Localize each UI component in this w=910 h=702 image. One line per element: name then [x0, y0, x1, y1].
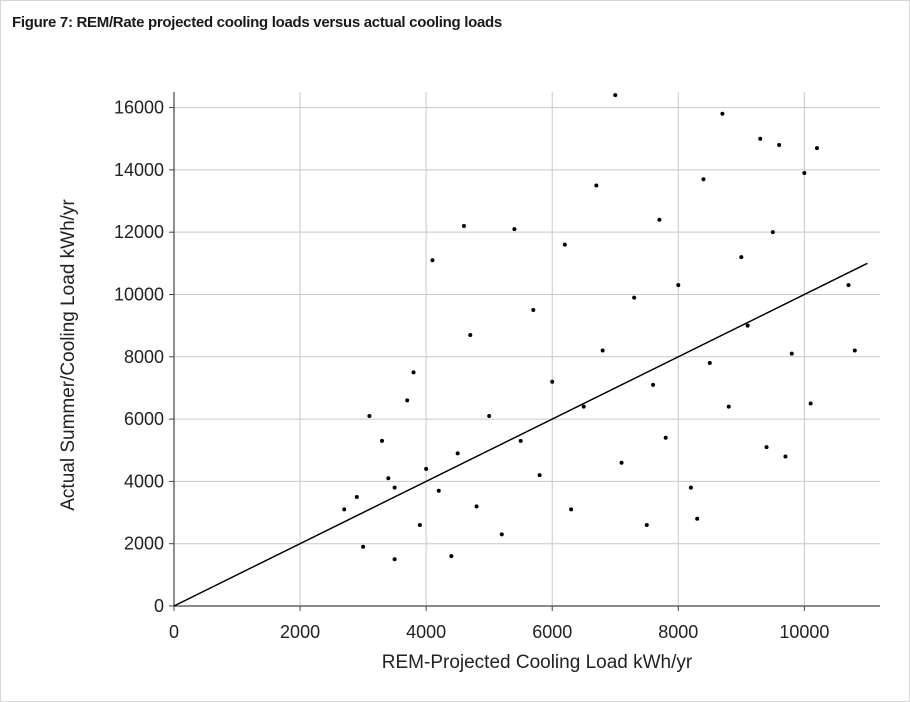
data-points [342, 93, 857, 562]
data-point [764, 445, 769, 450]
data-point [594, 183, 599, 188]
data-point [411, 370, 416, 375]
data-point [701, 177, 706, 182]
data-point [619, 460, 624, 465]
data-point [695, 516, 700, 521]
data-point [468, 332, 473, 337]
data-point [392, 485, 397, 490]
data-point [474, 504, 479, 509]
data-point [814, 146, 819, 151]
y-tick-label: 10000 [114, 284, 164, 304]
data-point [676, 283, 681, 288]
data-point [342, 507, 347, 512]
data-point [758, 136, 763, 141]
data-point [430, 258, 435, 263]
axes [169, 92, 880, 611]
data-point [651, 382, 656, 387]
x-axis-label: REM-Projected Cooling Load kWh/yr [382, 652, 693, 673]
y-tick-label: 4000 [124, 471, 164, 491]
data-point [852, 348, 857, 353]
data-point [569, 507, 574, 512]
tick-labels: 0 2000 4000 6000 8000 10000 0 2000 4000 6000 8000 1… [114, 98, 829, 642]
y-tick-label: 12000 [114, 222, 164, 242]
x-tick-label: 6000 [532, 622, 572, 642]
data-point [461, 223, 466, 228]
x-tick-label: 0 [169, 622, 179, 642]
data-point [745, 323, 750, 328]
data-point [657, 217, 662, 222]
data-point [688, 485, 693, 490]
grid [174, 92, 880, 606]
figure-title: Figure 7: REM/Rate projected cooling loa… [12, 14, 502, 31]
data-point [367, 413, 372, 418]
data-point [739, 255, 744, 260]
data-point [789, 351, 794, 356]
y-tick-label: 2000 [124, 534, 164, 554]
data-point [380, 438, 385, 443]
data-point [613, 93, 618, 98]
y-axis-label: Actual Summer/Cooling Load kWh/yr [58, 199, 79, 511]
data-point [562, 242, 567, 247]
data-point [846, 283, 851, 288]
data-point [632, 295, 637, 300]
data-point [663, 435, 668, 440]
x-tick-label: 4000 [406, 622, 446, 642]
y-tick-label: 14000 [114, 160, 164, 180]
data-point [644, 523, 649, 528]
y-tick-label: 0 [154, 596, 164, 616]
data-point [707, 361, 712, 366]
data-point [537, 473, 542, 478]
data-point [499, 532, 504, 537]
data-point [720, 111, 725, 116]
y-tick-label: 8000 [124, 347, 164, 367]
data-point [531, 308, 536, 313]
data-point [802, 170, 807, 175]
reference-line [173, 262, 868, 607]
data-point [726, 404, 731, 409]
data-point [518, 438, 523, 443]
data-point [777, 142, 782, 147]
data-point [770, 230, 775, 235]
data-point [424, 466, 429, 471]
data-point [436, 488, 441, 493]
x-tick-label: 2000 [280, 622, 320, 642]
data-point [449, 554, 454, 559]
data-point [783, 454, 788, 459]
y-tick-label: 6000 [124, 409, 164, 429]
data-point [455, 451, 460, 456]
data-point [487, 413, 492, 418]
data-point [386, 476, 391, 481]
x-tick-label: 8000 [658, 622, 698, 642]
y-tick-label: 16000 [114, 98, 164, 118]
data-point [808, 401, 813, 406]
data-point [392, 557, 397, 562]
data-point [361, 544, 366, 549]
data-point [581, 404, 586, 409]
data-point [600, 348, 605, 353]
x-tick-label: 10000 [779, 622, 829, 642]
data-point [512, 227, 517, 232]
data-point [417, 523, 422, 528]
data-point [550, 379, 555, 384]
data-point [405, 398, 410, 403]
data-point [354, 494, 359, 499]
